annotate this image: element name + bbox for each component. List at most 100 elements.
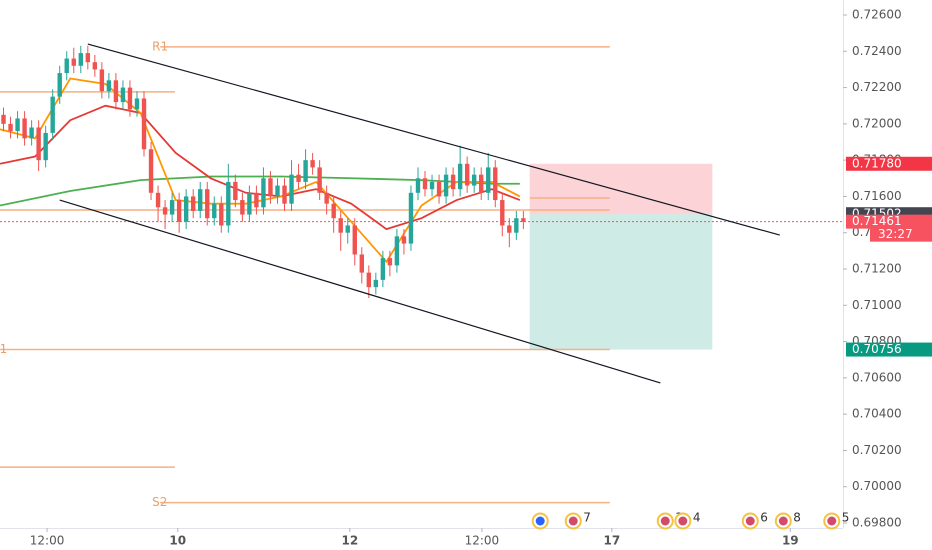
event-count: 8 xyxy=(793,511,801,525)
candle-body xyxy=(113,80,119,103)
candle-body xyxy=(443,174,449,197)
channel-line xyxy=(59,199,661,384)
candle-body xyxy=(352,225,357,255)
y-tick-label: 0.72400 xyxy=(852,44,902,58)
candle-body xyxy=(373,279,379,288)
countdown: 32:27 xyxy=(878,227,913,241)
event-count: 4 xyxy=(693,511,701,525)
candle-body xyxy=(345,225,350,233)
x-tick-label: 12:00 xyxy=(465,534,500,548)
candle-body xyxy=(282,185,287,204)
candle-body xyxy=(169,200,175,215)
candle-body xyxy=(190,196,196,211)
x-tick-label: 12 xyxy=(341,534,358,548)
candle-body xyxy=(310,160,315,168)
candle-body xyxy=(198,189,203,211)
candle-body xyxy=(247,192,252,215)
candle-body xyxy=(29,127,34,139)
candle-body xyxy=(240,200,245,215)
candle-body xyxy=(359,254,364,273)
x-tick-label: 17 xyxy=(604,534,621,548)
event-count: 5 xyxy=(842,511,850,525)
candle-body xyxy=(120,87,126,103)
y-tick-label: 0.69800 xyxy=(852,516,902,530)
candle-body xyxy=(415,178,421,193)
event-flag xyxy=(745,516,755,526)
candle-body xyxy=(500,200,505,226)
candle-body xyxy=(521,218,526,222)
candle-body xyxy=(106,80,112,92)
candle-body xyxy=(401,236,407,244)
price-label-box xyxy=(846,156,932,171)
candle-body xyxy=(289,174,294,204)
pivot-label: S2 xyxy=(152,495,167,509)
candle-body xyxy=(486,167,491,193)
y-tick-label: 0.70400 xyxy=(852,407,902,421)
stop-zone xyxy=(529,163,713,215)
candle-body xyxy=(514,218,519,233)
y-tick-label: 0.70600 xyxy=(852,370,902,384)
candle-body xyxy=(268,178,273,197)
candle-body xyxy=(99,69,105,92)
candle-body xyxy=(296,174,301,182)
candle-body xyxy=(8,123,13,132)
candle-body xyxy=(471,174,477,186)
y-tick-label: 0.71000 xyxy=(852,298,902,312)
price-label-box xyxy=(846,214,932,229)
candle-body xyxy=(183,196,189,222)
y-tick-label: 0.72000 xyxy=(852,116,902,130)
candle-body xyxy=(324,192,329,204)
candle-body xyxy=(85,53,91,63)
candle-body xyxy=(450,174,456,190)
candle-body xyxy=(408,192,414,244)
candle-body xyxy=(22,118,27,139)
countdown-box xyxy=(870,227,932,242)
candle-body xyxy=(233,181,238,201)
candle-body xyxy=(303,160,308,182)
candle-body xyxy=(162,207,168,215)
candle-body xyxy=(1,114,6,124)
x-tick-label: 12:00 xyxy=(30,534,65,548)
candle-body xyxy=(15,118,20,132)
candle-body xyxy=(36,127,41,161)
candle-body xyxy=(429,181,435,190)
candle-body xyxy=(176,200,182,222)
y-tick-label: 0.72600 xyxy=(852,8,902,22)
x-tick-label: 19 xyxy=(782,534,799,548)
candle-body xyxy=(493,167,498,201)
candle-body xyxy=(134,98,140,110)
candle-body xyxy=(366,272,372,288)
price-label-box xyxy=(846,342,932,357)
candle-body xyxy=(380,258,386,280)
pivot-label: R1 xyxy=(152,39,168,53)
event-flag xyxy=(535,516,545,526)
x-tick-label: 10 xyxy=(169,534,186,548)
event-count: 6 xyxy=(760,511,768,525)
event-flag xyxy=(568,516,578,526)
candle-body xyxy=(436,181,442,197)
candle-body xyxy=(254,192,259,208)
pivot-label: S1 xyxy=(0,342,7,356)
candle-body xyxy=(212,203,217,219)
candle-body xyxy=(71,58,76,66)
candle-body xyxy=(43,132,48,161)
y-tick-label: 0.70200 xyxy=(852,443,902,457)
candle-body xyxy=(127,87,133,110)
channel-line xyxy=(87,43,780,236)
candle-body xyxy=(205,189,210,219)
candle-body xyxy=(226,181,231,226)
y-tick-label: 0.70000 xyxy=(852,479,902,493)
candle-body xyxy=(219,203,224,226)
price-label: 0.71461 xyxy=(852,214,902,228)
candle-body xyxy=(507,225,512,233)
price-label: 0.70756 xyxy=(852,342,902,356)
y-tick-label: 0.71200 xyxy=(852,262,902,276)
candle-body xyxy=(394,236,400,266)
candle-body xyxy=(317,167,322,193)
event-flag xyxy=(778,516,788,526)
candle-body xyxy=(457,163,463,190)
candle-body xyxy=(387,258,393,266)
price-label: 0.71780 xyxy=(852,156,902,170)
